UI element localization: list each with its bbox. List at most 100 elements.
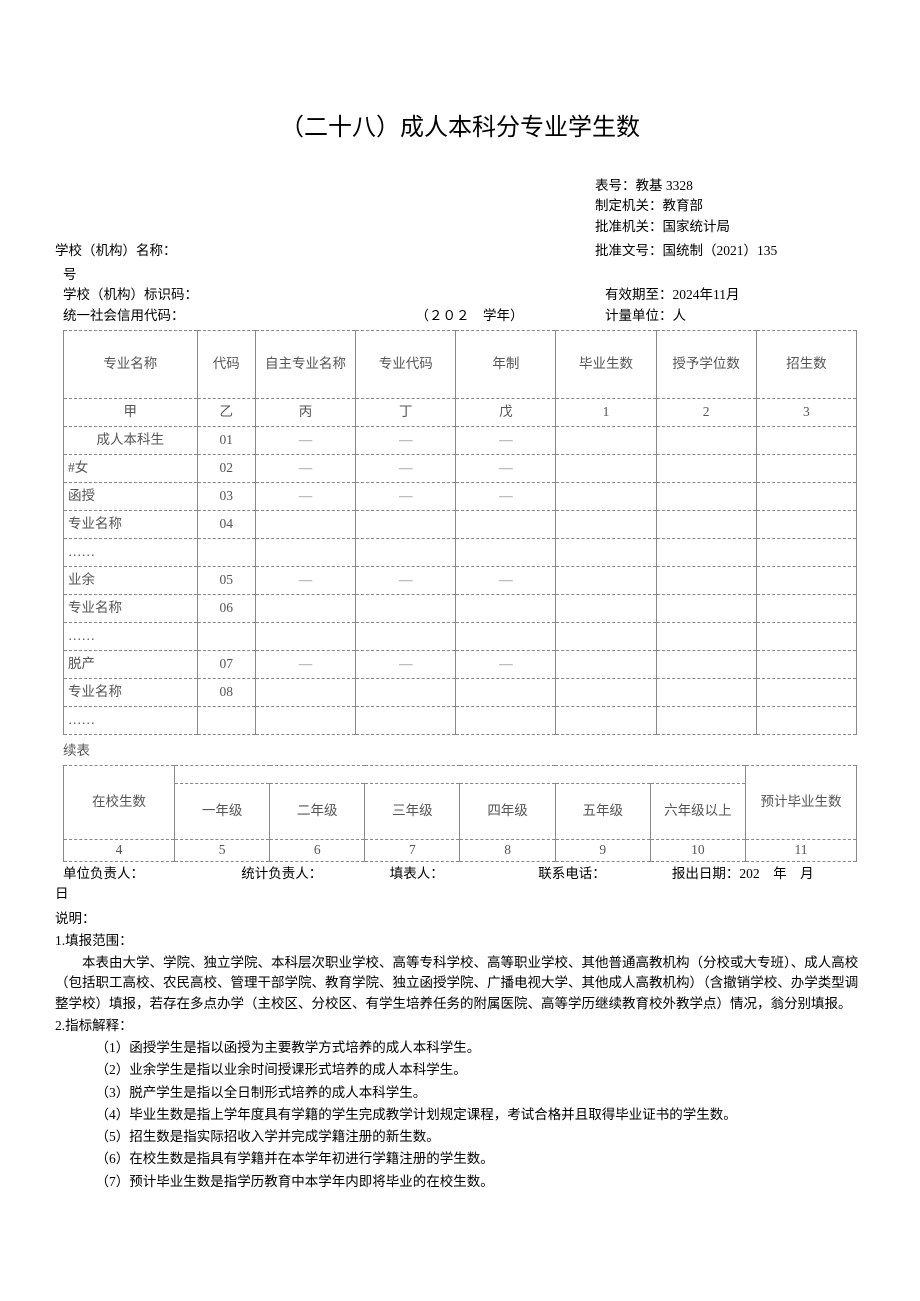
- row-label: 专业名称: [64, 594, 198, 622]
- row-code: 01: [197, 426, 255, 454]
- unit-head: 单位负责人：: [55, 864, 241, 884]
- table-row: ……: [64, 706, 857, 734]
- th-major-code: 专业代码: [356, 330, 456, 398]
- row-label: #女: [64, 454, 198, 482]
- table-row: 函授03———: [64, 482, 857, 510]
- cell: —: [456, 454, 556, 482]
- cell: [756, 426, 856, 454]
- cell: [756, 622, 856, 650]
- issuer: 制定机关：教育部: [595, 196, 865, 216]
- row-code: 06: [197, 594, 255, 622]
- cell: [456, 622, 556, 650]
- approval-number: 批准文号：国统制（2021）135: [595, 241, 865, 261]
- cell: [356, 594, 456, 622]
- cell: [255, 594, 355, 622]
- meta-school: 学校（机构）名称： 批准文号：国统制（2021）135: [55, 241, 865, 261]
- cell: [756, 510, 856, 538]
- cont-header-row1: 在校生数 预计毕业生数: [64, 766, 857, 784]
- row-code: 03: [197, 482, 255, 510]
- th-g3: 三年级: [365, 784, 460, 840]
- school-code-label: 学校（机构）标识码：: [55, 285, 334, 305]
- cell: —: [255, 482, 355, 510]
- cell: —: [255, 566, 355, 594]
- cell: —: [456, 426, 556, 454]
- cell: [456, 706, 556, 734]
- footer-signatures: 单位负责人： 统计负责人： 填表人： 联系电话： 报出日期：202 年 月: [55, 864, 865, 884]
- table-row: 业余05———: [64, 566, 857, 594]
- row-code: 05: [197, 566, 255, 594]
- sub-3: 丁: [356, 398, 456, 426]
- valid-until: 有效期至：2024年11月: [605, 285, 865, 305]
- th-years: 年制: [456, 330, 556, 398]
- cell: [556, 482, 656, 510]
- cell: [656, 706, 756, 734]
- cell: —: [255, 650, 355, 678]
- form-number: 表号：教基 3328: [595, 176, 865, 196]
- cell: [656, 482, 756, 510]
- sub-1: 乙: [197, 398, 255, 426]
- cont-header-row2: 一年级 二年级 三年级 四年级 五年级 六年级以上: [64, 784, 857, 840]
- table-row: #女02———: [64, 454, 857, 482]
- row-code: [197, 538, 255, 566]
- cell: [556, 566, 656, 594]
- cell: [556, 538, 656, 566]
- n-7: 7: [365, 840, 460, 862]
- cell: [756, 650, 856, 678]
- continuation-table: 在校生数 预计毕业生数 一年级 二年级 三年级 四年级 五年级 六年级以上 4 …: [63, 765, 857, 862]
- phone: 联系电话：: [538, 864, 672, 884]
- row-label: 脱产: [64, 650, 198, 678]
- cell: [656, 538, 756, 566]
- cell: [656, 426, 756, 454]
- meta-code-row: 学校（机构）标识码： 有效期至：2024年11月: [55, 285, 865, 305]
- notes-section: 说明： 1.填报范围： 本表由大学、学院、独立学院、本科层次职业学校、高等专科学…: [55, 909, 865, 1192]
- day-line: 日: [55, 884, 865, 904]
- cont-num-row: 4 5 6 7 8 9 10 11: [64, 840, 857, 862]
- cell: [456, 594, 556, 622]
- cell: —: [255, 426, 355, 454]
- cell: [456, 678, 556, 706]
- th-self-major: 自主专业名称: [255, 330, 355, 398]
- n-9: 9: [555, 840, 650, 862]
- note-i6: （6）在校生数是指具有学籍并在本学年初进行学籍注册的学生数。: [55, 1149, 865, 1169]
- cell: —: [356, 454, 456, 482]
- n-8: 8: [460, 840, 555, 862]
- th-enroll: 招生数: [756, 330, 856, 398]
- table-row: 成人本科生01———: [64, 426, 857, 454]
- th-g1: 一年级: [175, 784, 270, 840]
- cell: [756, 594, 856, 622]
- table-row: 专业名称04: [64, 510, 857, 538]
- cell: [656, 622, 756, 650]
- filler: 填表人：: [390, 864, 539, 884]
- row-code: [197, 706, 255, 734]
- table-row: 专业名称06: [64, 594, 857, 622]
- cell: [356, 622, 456, 650]
- cell: [556, 426, 656, 454]
- table-subheader-row: 甲 乙 丙 丁 戊 1 2 3: [64, 398, 857, 426]
- school-name-label: 学校（机构）名称：: [55, 241, 595, 261]
- cell: —: [356, 482, 456, 510]
- th-grad: 毕业生数: [556, 330, 656, 398]
- row-label: 函授: [64, 482, 198, 510]
- meta-top: 表号：教基 3328 制定机关：教育部 批准机关：国家统计局: [55, 176, 865, 237]
- cell: [356, 538, 456, 566]
- th-enrolled: 在校生数: [64, 766, 175, 840]
- credit-code-label: 统一社会信用代码：: [55, 306, 334, 326]
- continuation-label: 续表: [63, 741, 865, 761]
- sub-5: 1: [556, 398, 656, 426]
- n-10: 10: [650, 840, 745, 862]
- th-expected-grad: 预计毕业生数: [745, 766, 856, 840]
- hao-line: 号: [55, 265, 865, 285]
- th-degree: 授予学位数: [656, 330, 756, 398]
- cell: [656, 650, 756, 678]
- row-label: 专业名称: [64, 678, 198, 706]
- cell: [656, 594, 756, 622]
- note-i4: （4）毕业生数是指上学年度具有学籍的学生完成教学计划规定课程，考试合格并且取得毕…: [55, 1105, 865, 1125]
- cell: [756, 566, 856, 594]
- cell: [255, 622, 355, 650]
- th-g4: 四年级: [460, 784, 555, 840]
- n-5: 5: [175, 840, 270, 862]
- cell: [556, 622, 656, 650]
- th-g2: 二年级: [270, 784, 365, 840]
- cell: [356, 706, 456, 734]
- cell: [456, 538, 556, 566]
